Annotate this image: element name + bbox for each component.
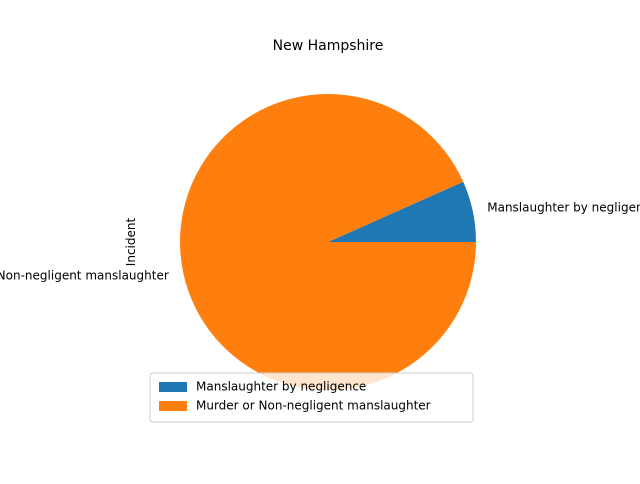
pie-slices bbox=[180, 93, 476, 390]
legend-swatch-2 bbox=[159, 401, 187, 411]
legend-frame bbox=[149, 372, 474, 423]
pie-slice-1 bbox=[328, 181, 476, 242]
chart-title: New Hampshire bbox=[273, 38, 384, 54]
pie-slice-2 bbox=[180, 93, 476, 390]
legend-label-1: Manslaughter by negligence bbox=[196, 380, 366, 394]
slice-label-1: Manslaughter by negligence bbox=[487, 201, 640, 215]
y-axis-label: Incident bbox=[124, 218, 138, 267]
slice-labels: Manslaughter by negligence Murder or Non-… bbox=[0, 201, 640, 283]
slice-label-2: Murder or Non-negligent manslaughter bbox=[0, 268, 169, 282]
legend-swatch-1 bbox=[159, 382, 187, 392]
legend-label-2: Murder or Non-negligent manslaughter bbox=[196, 399, 431, 413]
legend: Manslaughter by negligence Murder or Non-… bbox=[149, 372, 474, 423]
